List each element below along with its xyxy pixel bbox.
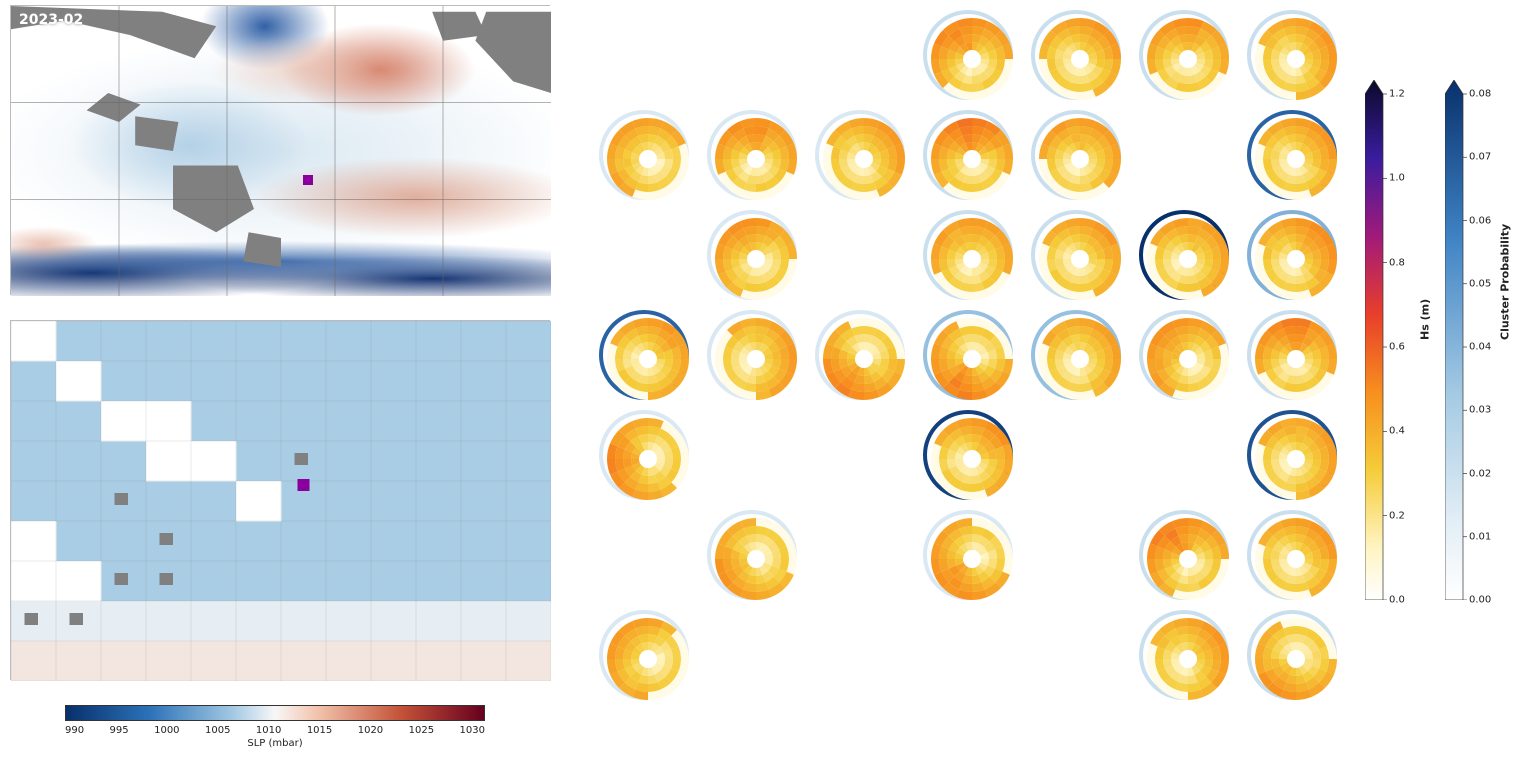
- slp-colorbar: 990 995 1000 1005 1010 1015 1020 1025 1030 SLP (…: [65, 705, 485, 750]
- cluster-prob-colorbar-wrap: 0.000.010.020.030.040.050.060.070.08: [1445, 80, 1505, 600]
- cluster-rose: [707, 110, 797, 200]
- colorbar-tick: 0.04: [1469, 342, 1491, 353]
- slp-tick: 1015: [307, 725, 332, 736]
- cluster-rose-grid: [590, 5, 1350, 705]
- colorbar-tick: 0.02: [1469, 468, 1491, 479]
- cluster-rose: [599, 310, 689, 400]
- colorbar-tick: 1.2: [1389, 89, 1405, 100]
- colorbar-tick: 1.0: [1389, 173, 1405, 184]
- colorbar-tick: 0.0: [1389, 595, 1405, 606]
- cluster-rose: [599, 410, 689, 500]
- cluster-prob-colorbar-label: Cluster Probability: [1499, 224, 1512, 340]
- hs-colorbar-wrap: 0.00.20.40.60.81.01.2: [1365, 80, 1425, 600]
- colorbar-tick: 0.05: [1469, 278, 1491, 289]
- cluster-rose: [815, 110, 905, 200]
- slp-tick: 1020: [358, 725, 383, 736]
- colorbar-tick: 0.01: [1469, 531, 1491, 542]
- slp-tick: 1025: [409, 725, 434, 736]
- slp-tick: 1000: [154, 725, 179, 736]
- cluster-rose: [1247, 210, 1337, 300]
- cluster-rose: [1139, 310, 1229, 400]
- slp-colorbar-label: SLP (mbar): [65, 738, 485, 749]
- cluster-rose: [1031, 110, 1121, 200]
- cluster-rose: [1031, 10, 1121, 100]
- slp-tick: 995: [110, 725, 129, 736]
- colorbar-tick: 0.6: [1389, 342, 1405, 353]
- figure-root: 2023-02 990 995 1000 1005 1010 1015 1020 1025 10…: [0, 0, 1526, 780]
- cluster-rose: [1139, 510, 1229, 600]
- cluster-prob-colorbar: 0.000.010.020.030.040.050.060.070.08 Clu…: [1445, 80, 1505, 600]
- cluster-rose: [923, 110, 1013, 200]
- cluster-rose: [923, 410, 1013, 500]
- cluster-rose: [1139, 210, 1229, 300]
- cluster-rose: [1247, 310, 1337, 400]
- cluster-rose: [923, 10, 1013, 100]
- regional-slp-map-svg: [11, 321, 551, 681]
- cluster-rose: [1247, 410, 1337, 500]
- colorbar-tick: 0.8: [1389, 257, 1405, 268]
- cluster-rose: [923, 210, 1013, 300]
- hs-colorbar: 0.00.20.40.60.81.01.2 Hs (m): [1365, 80, 1425, 600]
- hs-colorbar-label: Hs (m): [1419, 299, 1432, 340]
- slp-colorbar-ticks: 990 995 1000 1005 1010 1015 1020 1025 1030: [65, 725, 485, 736]
- slp-tick: 1005: [205, 725, 230, 736]
- cluster-rose: [1247, 610, 1337, 700]
- colorbar-tick: 0.07: [1469, 152, 1491, 163]
- colorbar-tick: 0.00: [1469, 595, 1491, 606]
- cluster-rose: [1247, 10, 1337, 100]
- cluster-rose: [1247, 110, 1337, 200]
- colorbar-tick: 0.06: [1469, 215, 1491, 226]
- cluster-prob-colorbar-gradient: [1445, 80, 1467, 600]
- cluster-rose: [1031, 310, 1121, 400]
- regional-slp-map: [10, 320, 550, 680]
- colorbar-tick: 0.4: [1389, 426, 1405, 437]
- colorbar-tick: 0.03: [1469, 405, 1491, 416]
- slp-colorbar-gradient: [65, 705, 485, 721]
- cluster-rose: [815, 310, 905, 400]
- cluster-rose: [1139, 610, 1229, 700]
- cluster-rose: [1247, 510, 1337, 600]
- cluster-rose: [707, 310, 797, 400]
- cluster-rose: [1139, 10, 1229, 100]
- pacific-slp-map: 2023-02: [10, 5, 550, 295]
- cluster-rose: [923, 310, 1013, 400]
- colorbar-tick: 0.2: [1389, 510, 1405, 521]
- cluster-rose: [1031, 210, 1121, 300]
- hs-colorbar-gradient: [1365, 80, 1387, 600]
- cluster-rose: [923, 510, 1013, 600]
- slp-tick: 1030: [460, 725, 485, 736]
- cluster-rose: [599, 610, 689, 700]
- colorbar-tick: 0.08: [1469, 89, 1491, 100]
- cluster-rose: [599, 110, 689, 200]
- cluster-rose: [707, 210, 797, 300]
- cluster-rose: [707, 510, 797, 600]
- pacific-slp-map-svg: [11, 6, 551, 296]
- slp-tick: 1010: [256, 725, 281, 736]
- slp-tick: 990: [65, 725, 84, 736]
